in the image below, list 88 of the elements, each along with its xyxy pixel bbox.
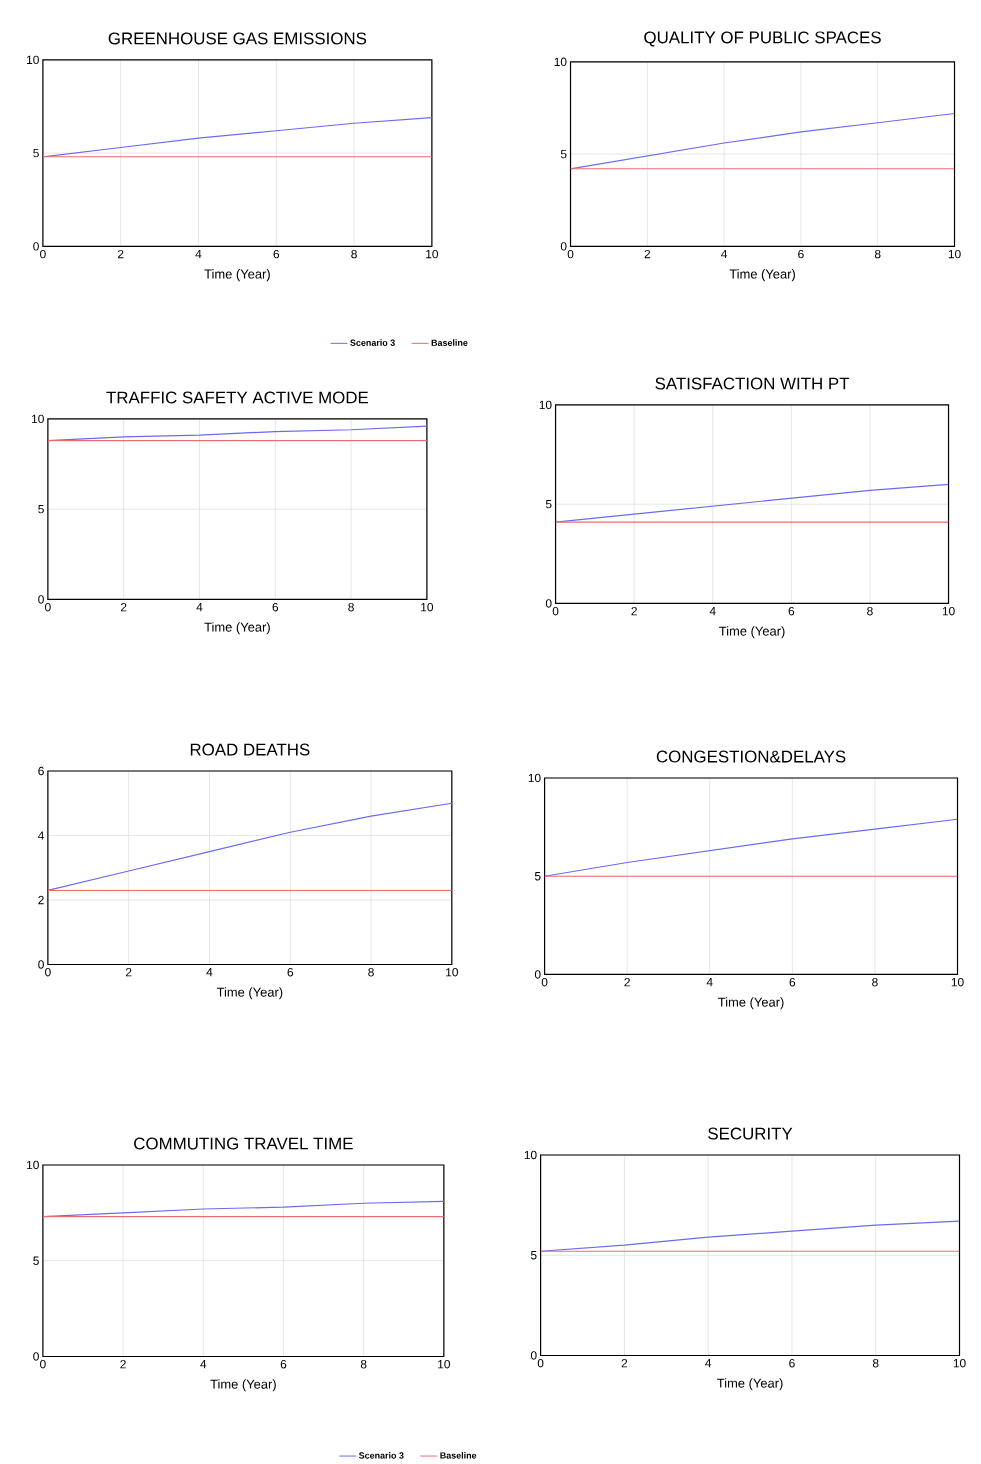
legend-label: Baseline (440, 1452, 477, 1459)
x-tick-label: 8 (874, 249, 881, 259)
x-axis-title: Time (Year) (216, 987, 283, 1000)
x-tick-label: 6 (273, 249, 279, 259)
x-tick-label: 6 (789, 1358, 795, 1368)
x-tick-label: 0 (567, 249, 574, 259)
x-axis-title: Time (Year) (204, 269, 270, 282)
x-tick-label: 8 (866, 606, 873, 616)
x-tick-label: 10 (942, 606, 955, 616)
y-tick-label: 0 (32, 242, 39, 251)
x-tick-label: 6 (280, 1359, 287, 1369)
x-tick-label: 6 (789, 977, 795, 987)
x-tick-label: 0 (44, 968, 51, 977)
chart-title: QUALITY OF PUBLIC SPACES (644, 31, 881, 47)
x-tick-label: 2 (644, 249, 650, 259)
y-tick-label: 2 (38, 895, 44, 905)
y-tick-label: 6 (38, 766, 44, 776)
x-tick-label: 4 (704, 1359, 711, 1368)
x-tick-label: 4 (206, 968, 213, 977)
legend-label: Scenario 3 (350, 339, 395, 346)
x-tick-label: 2 (621, 1358, 627, 1368)
y-tick-label: 0 (32, 1352, 39, 1361)
y-tick-label: 10 (524, 1150, 537, 1160)
x-tick-label: 2 (117, 249, 124, 259)
legend-label: Scenario 3 (358, 1452, 404, 1459)
x-tick-label: 6 (788, 606, 794, 616)
x-tick-label: 2 (120, 1359, 126, 1369)
x-tick-label: 4 (196, 602, 203, 612)
x-tick-label: 8 (872, 1358, 879, 1368)
x-tick-label: 8 (871, 977, 878, 987)
chart-title: ROAD DEATHS (190, 743, 310, 756)
x-tick-label: 10 (951, 977, 964, 987)
chart-title: CONGESTION&DELAYS (656, 750, 846, 763)
y-tick-label: 5 (38, 505, 44, 514)
line-series (540, 1220, 960, 1252)
chart-title: COMMUTING TRAVEL TIME (133, 1137, 353, 1150)
x-tick-label: 10 (445, 968, 458, 977)
x-axis-title: Time (Year) (729, 269, 795, 282)
x-axis-title: Time (Year) (716, 1378, 783, 1391)
chart-title: TRAFFIC SAFETY ACTIVE MODE (106, 391, 368, 404)
y-tick-label: 4 (37, 831, 44, 840)
y-tick-label: 0 (530, 1351, 537, 1360)
y-tick-label: 0 (37, 960, 44, 969)
x-tick-label: 10 (948, 249, 961, 259)
line-series (47, 802, 452, 891)
y-tick-label: 5 (530, 1251, 537, 1260)
y-tick-label: 5 (33, 1256, 39, 1265)
y-tick-label: 10 (26, 55, 39, 65)
x-tick-label: 6 (272, 602, 278, 612)
x-tick-label: 8 (348, 602, 354, 612)
x-tick-label: 2 (125, 968, 132, 977)
x-tick-label: 10 (425, 249, 438, 259)
x-tick-label: 0 (552, 606, 559, 616)
y-tick-label: 5 (545, 500, 552, 509)
x-tick-label: 2 (624, 977, 630, 987)
x-tick-label: 4 (706, 977, 713, 987)
x-tick-label: 4 (195, 249, 202, 259)
y-tick-label: 10 (26, 1160, 39, 1170)
y-tick-label: 5 (534, 872, 541, 881)
x-tick-label: 6 (797, 249, 804, 259)
chart-title: SECURITY (707, 1127, 793, 1140)
y-tick-label: 10 (31, 414, 44, 424)
y-tick-label: 10 (539, 400, 552, 410)
y-tick-label: 10 (554, 57, 567, 67)
y-tick-label: 5 (560, 149, 567, 159)
x-tick-label: 4 (709, 606, 716, 616)
x-tick-label: 4 (200, 1359, 207, 1369)
x-tick-label: 10 (437, 1359, 450, 1369)
chart-title: SATISFACTION WITH PT (655, 377, 849, 390)
x-tick-label: 6 (287, 968, 293, 977)
legend-label: Baseline (431, 339, 468, 346)
x-tick-label: 8 (351, 249, 357, 259)
y-tick-label: 10 (528, 773, 541, 783)
y-tick-label: 5 (33, 148, 39, 158)
x-axis-title: Time (Year) (210, 1379, 276, 1392)
x-tick-label: 10 (420, 602, 433, 612)
y-tick-label: 0 (37, 595, 44, 604)
x-axis-title: Time (Year) (204, 622, 270, 635)
x-tick-label: 10 (953, 1358, 966, 1368)
chart-title: GREENHOUSE GAS EMISSIONS (108, 32, 366, 45)
x-tick-label: 8 (368, 968, 374, 977)
x-tick-label: 4 (720, 249, 727, 259)
y-tick-label: 0 (560, 242, 567, 251)
x-axis-title: Time (Year) (718, 626, 785, 639)
x-tick-label: 2 (631, 606, 637, 616)
x-tick-label: 2 (120, 602, 127, 612)
x-tick-label: 8 (360, 1359, 367, 1369)
x-axis-title: Time (Year) (717, 997, 784, 1010)
